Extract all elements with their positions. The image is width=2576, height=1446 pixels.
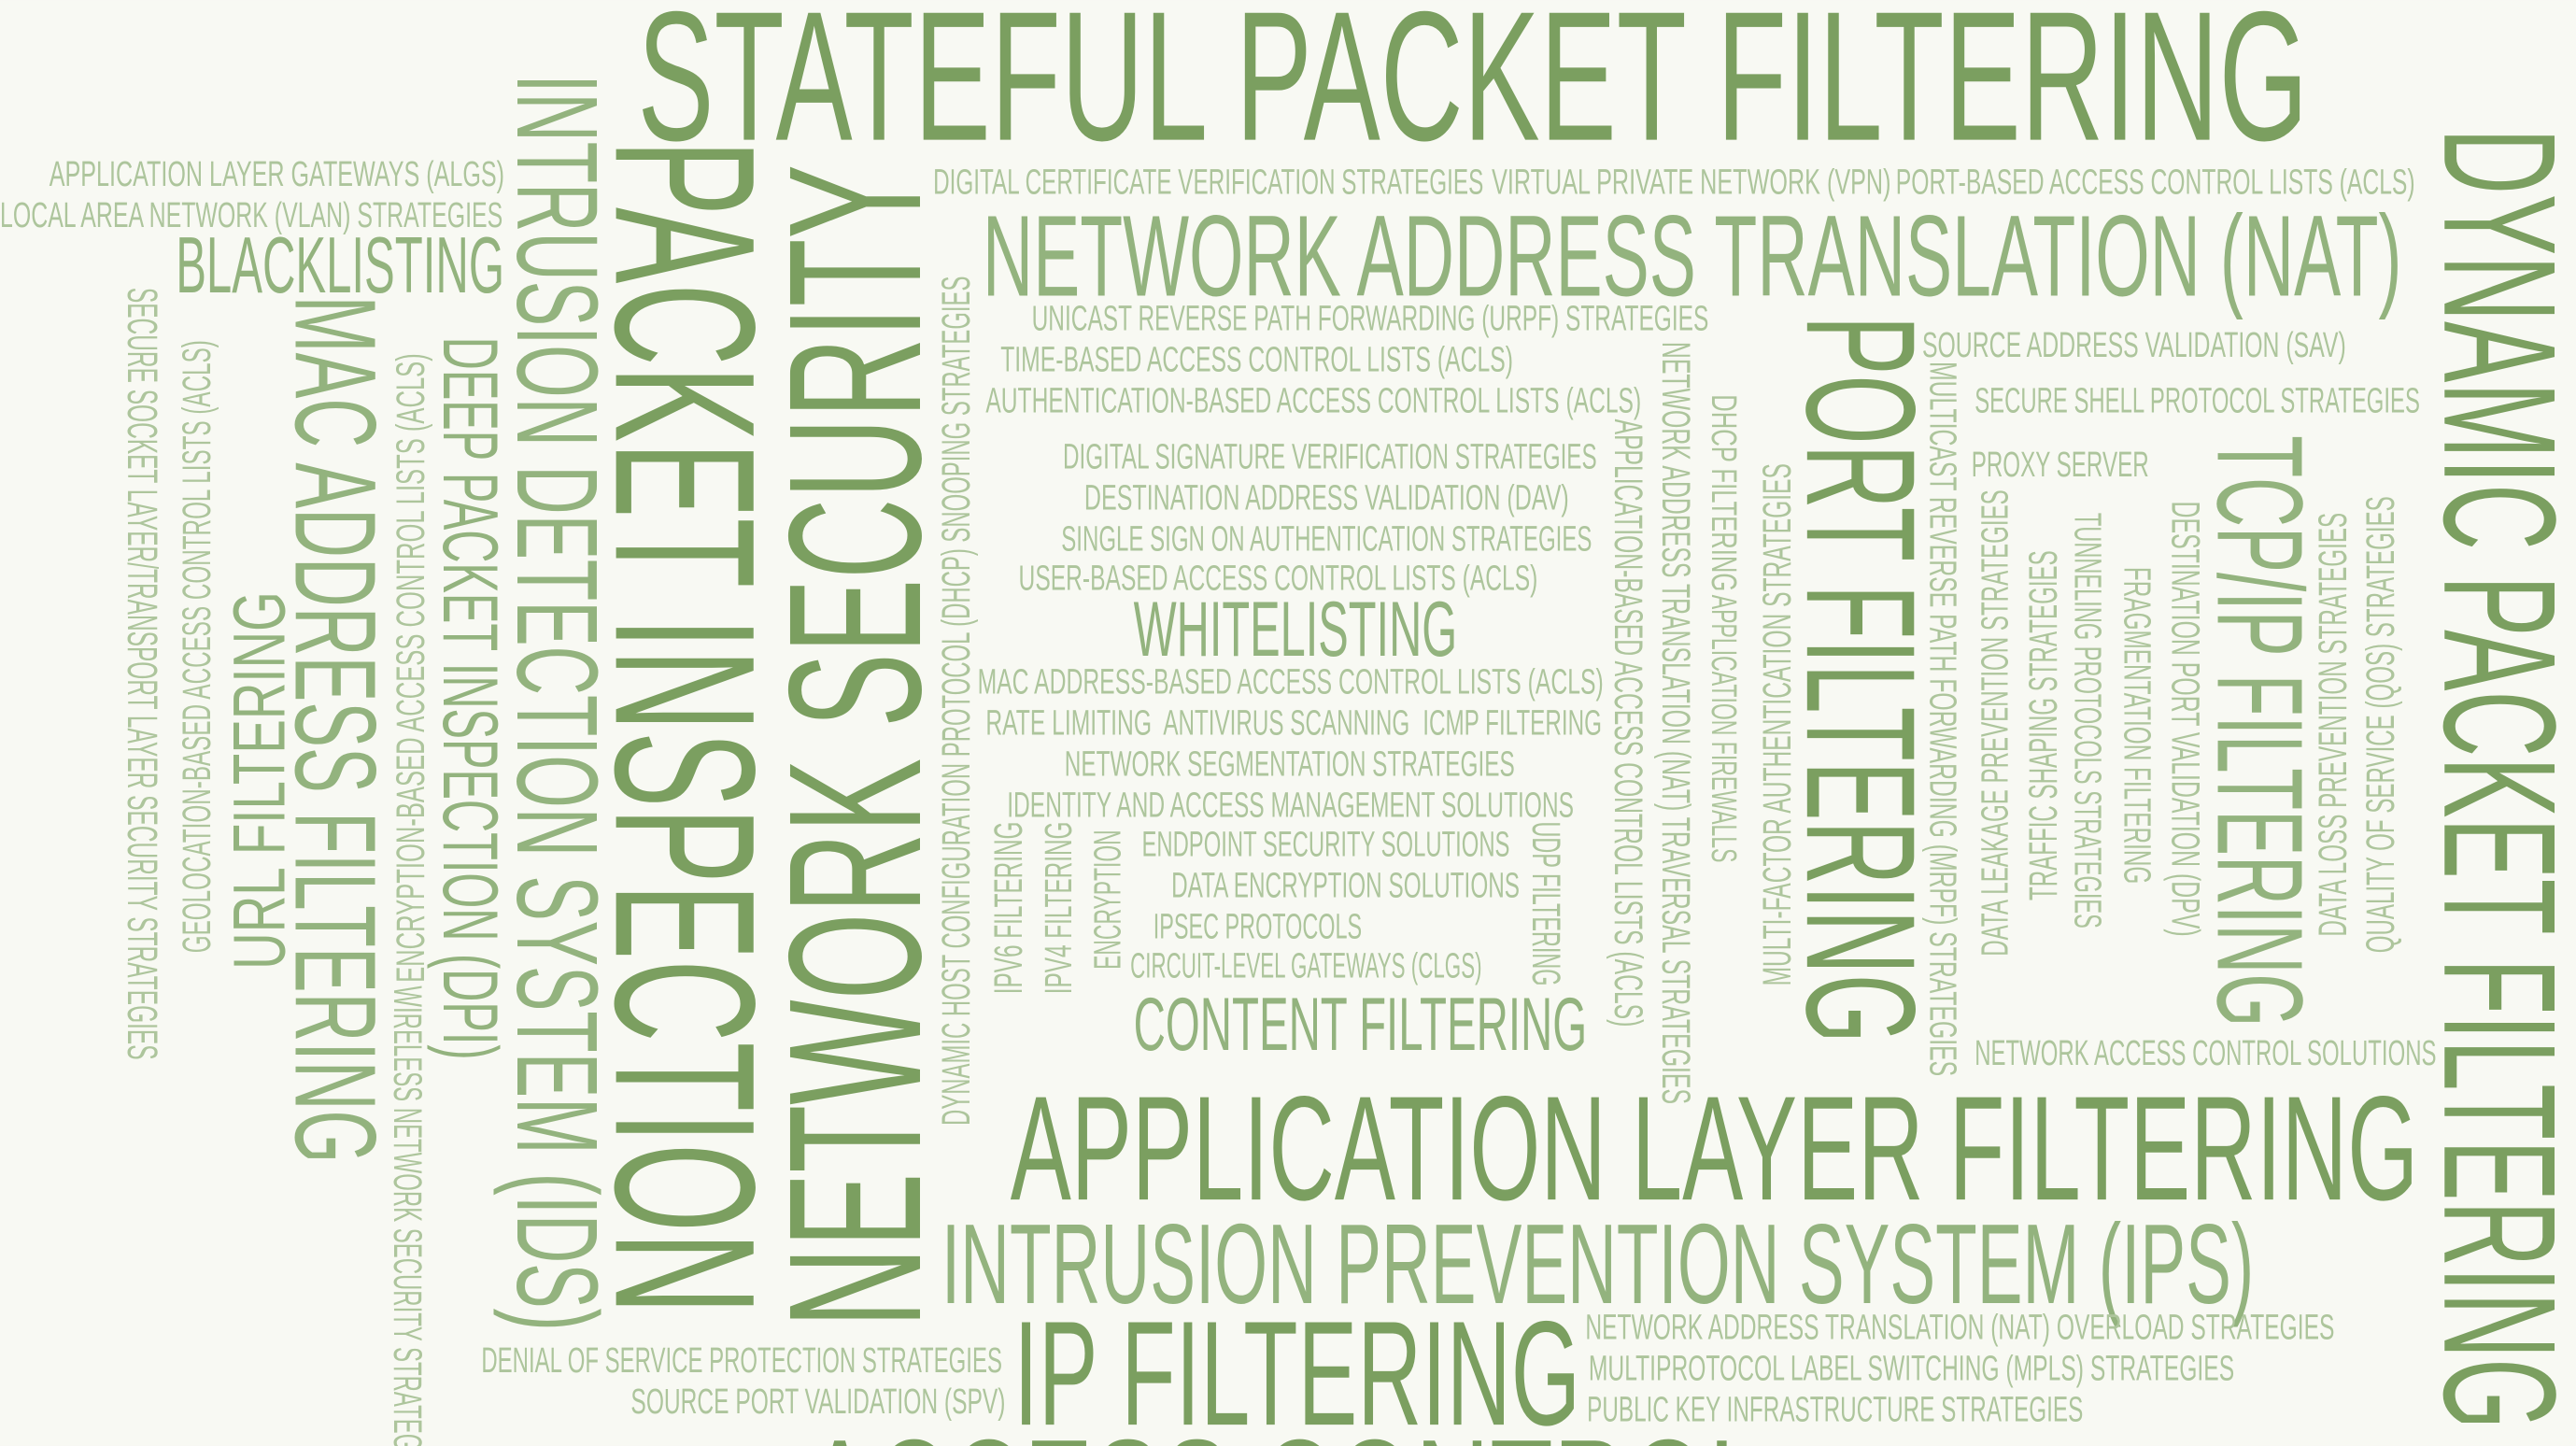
word: FRAGMENTATION FILTERING xyxy=(2116,567,2158,884)
word: UDP FILTERING xyxy=(1523,822,1568,986)
word: ENDPOINT SECURITY SOLUTIONS xyxy=(1141,825,1509,864)
word: MULTICAST REVERSE PATH FORWARDING (MRPF)… xyxy=(1922,362,1965,1076)
word: MAC ADDRESS-BASED ACCESS CONTROL LISTS (… xyxy=(978,662,1604,702)
word: DENIAL OF SERVICE PROTECTION STRATEGIES xyxy=(481,1341,1002,1381)
word: USER-BASED ACCESS CONTROL LISTS (ACLS) xyxy=(1019,560,1538,599)
word: AUTHENTICATION-BASED ACCESS CONTROL LIST… xyxy=(985,382,1641,421)
word: INTRUSION PREVENTION SYSTEM (IPS) xyxy=(941,1200,2254,1327)
word: DIGITAL CERTIFICATE VERIFICATION STRATEG… xyxy=(933,163,1483,203)
word: VIRTUAL PRIVATE NETWORK (VPN) xyxy=(1492,163,1890,203)
word: NETWORK ACCESS CONTROL SOLUTIONS xyxy=(1974,1034,2436,1073)
word: NETWORK ADDRESS TRANSLATION (NAT) OVERLO… xyxy=(1585,1309,2334,1348)
word: PROXY SERVER xyxy=(1972,446,2149,485)
word: DEEP PACKET INSPECTION (DPI) xyxy=(427,337,514,1060)
word: DATA LEAKAGE PREVENTION STRATEGIES xyxy=(1973,489,2016,957)
word: STATEFUL PACKET FILTERING xyxy=(637,0,2308,179)
word: SOURCE ADDRESS VALIDATION (SAV) xyxy=(1922,326,2346,365)
word: DHCP FILTERING xyxy=(1704,394,1743,591)
word: IDENTITY AND ACCESS MANAGEMENT SOLUTIONS xyxy=(1007,786,1574,825)
word: NETWORK ADDRESS TRANSLATION (NAT) xyxy=(983,192,2402,321)
word: BLACKLISTING xyxy=(176,221,504,310)
word: TCP/IP FILTERING xyxy=(2192,435,2328,1027)
word: TIME-BASED ACCESS CONTROL LISTS (ACLS) xyxy=(1000,341,1513,380)
word: APPLICATION LAYER GATEWAYS (ALGS) xyxy=(50,155,504,194)
word: CIRCUIT-LEVEL GATEWAYS (CLGS) xyxy=(1130,947,1481,986)
word: UNICAST REVERSE PATH FORWARDING (URPF) S… xyxy=(1032,300,1709,339)
word: ICMP FILTERING xyxy=(1422,703,1602,743)
word: URL FILTERING xyxy=(218,591,300,970)
word: TRAFFIC SHAPING STRATEGIES xyxy=(2021,550,2066,900)
word: TUNNELING PROTOCOLS STRATEGIES xyxy=(2067,513,2110,929)
word: QUALITY OF SERVICE (QOS) STRATEGIES xyxy=(2358,496,2403,953)
word: MULTI-FACTOR AUTHENTICATION STRATEGIES xyxy=(1755,463,1800,985)
word: SINGLE SIGN ON AUTHENTICATION STRATEGIES xyxy=(1061,519,1592,559)
word: DATA LOSS PREVENTION STRATEGIES xyxy=(2311,513,2356,937)
word: SECURE SHELL PROTOCOL STRATEGIES xyxy=(1974,382,2420,421)
word: CONTENT FILTERING xyxy=(1134,983,1587,1067)
word: MAC ADDRESS FILTERING xyxy=(271,296,400,1164)
word: NETWORK ADDRESS TRANSLATION (NAT) TRAVER… xyxy=(1653,342,1698,1104)
word: GEOLOCATION-BASED ACCESS CONTROL LISTS (… xyxy=(175,340,219,953)
word: APPLICATION-BASED ACCESS CONTROL LISTS (… xyxy=(1606,419,1650,1028)
word: ENCRYPTION-BASED ACCESS CONTROL LISTS (A… xyxy=(389,353,433,983)
word: PACKET INSPECTION xyxy=(573,140,797,1315)
word: PORT-BASED ACCESS CONTROL LISTS (ACLS) xyxy=(1896,163,2415,203)
word: APPLICATION LAYER FILTERING xyxy=(1011,1065,2418,1231)
word: IPV6 FILTERING xyxy=(986,822,1031,995)
word: LOCAL AREA NETWORK (VLAN) STRATEGIES xyxy=(0,196,502,235)
word: WHITELISTING xyxy=(1134,586,1458,673)
word: IPSEC PROTOCOLS xyxy=(1154,907,1362,946)
word: DYNAMIC PACKET FILTERING xyxy=(2410,128,2576,1429)
word: MULTIPROTOCOL LABEL SWITCHING (MPLS) STR… xyxy=(1589,1350,2234,1389)
word: DYNAMIC HOST CONFIGURATION PROTOCOL (DHC… xyxy=(934,276,979,1126)
word: DIGITAL SIGNATURE VERIFICATION STRATEGIE… xyxy=(1063,437,1597,476)
word: WIRELESS NETWORK SECURITY STRATEGIES xyxy=(385,985,430,1446)
word: PORT FILTERING xyxy=(1774,316,1947,1043)
word: ENCRYPTION xyxy=(1086,829,1129,970)
word: ANTIVIRUS SCANNING xyxy=(1163,703,1409,743)
word: NETWORK SECURITY xyxy=(749,164,960,1327)
word: SECURE SOCKET LAYER/TRANSPORT LAYER SECU… xyxy=(119,288,166,1060)
word: APPLICATION FIREWALLS xyxy=(1704,595,1743,863)
word: IP FILTERING xyxy=(1013,1290,1580,1446)
word: RATE LIMITING xyxy=(985,703,1152,743)
word: NETWORK SEGMENTATION STRATEGIES xyxy=(1065,744,1515,784)
word: INTRUSION DETECTION SYSTEM (IDS) xyxy=(492,74,621,1331)
word: DESTINATION ADDRESS VALIDATION (DAV) xyxy=(1084,478,1569,517)
word: SOURCE PORT VALIDATION (SPV) xyxy=(630,1382,1005,1422)
word: DESTINATION PORT VALIDATION (DPV) xyxy=(2162,502,2207,937)
word: ACCESS CONTROL xyxy=(805,1409,1766,1446)
word: IPV4 FILTERING xyxy=(1037,822,1080,995)
word: PUBLIC KEY INFRASTRUCTURE STRATEGIES xyxy=(1587,1391,2083,1430)
word: DATA ENCRYPTION SOLUTIONS xyxy=(1171,866,1520,905)
